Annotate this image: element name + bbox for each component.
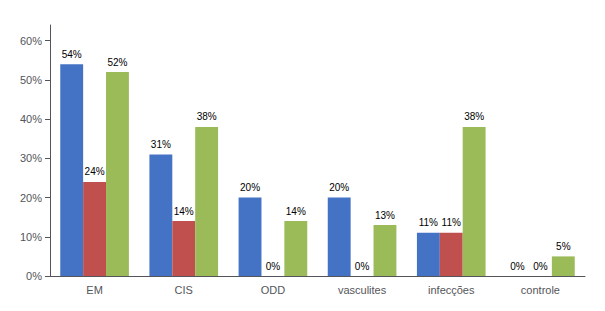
svg-text:0%: 0% xyxy=(355,261,370,272)
svg-text:controle: controle xyxy=(521,284,560,296)
svg-text:EM: EM xyxy=(86,284,103,296)
svg-text:13%: 13% xyxy=(375,210,395,221)
svg-text:38%: 38% xyxy=(464,111,484,122)
svg-text:vasculites: vasculites xyxy=(338,284,387,296)
svg-text:14%: 14% xyxy=(174,206,194,217)
svg-text:CIS: CIS xyxy=(175,284,193,296)
svg-text:14%: 14% xyxy=(286,206,306,217)
svg-text:20%: 20% xyxy=(240,182,260,193)
svg-text:38%: 38% xyxy=(197,111,217,122)
svg-text:24%: 24% xyxy=(85,166,105,177)
svg-text:20%: 20% xyxy=(20,192,42,204)
svg-text:infecções: infecções xyxy=(428,284,475,296)
svg-text:54%: 54% xyxy=(62,49,82,60)
svg-text:60%: 60% xyxy=(20,35,42,47)
svg-text:31%: 31% xyxy=(151,139,171,150)
svg-text:52%: 52% xyxy=(107,57,127,68)
svg-text:0%: 0% xyxy=(510,261,525,272)
svg-text:40%: 40% xyxy=(20,113,42,125)
svg-text:5%: 5% xyxy=(556,241,571,252)
svg-text:10%: 10% xyxy=(20,231,42,243)
svg-text:0%: 0% xyxy=(26,270,42,282)
svg-text:50%: 50% xyxy=(20,74,42,86)
svg-text:20%: 20% xyxy=(329,182,349,193)
svg-text:11%: 11% xyxy=(419,217,438,228)
svg-text:ODD: ODD xyxy=(261,284,286,296)
svg-text:30%: 30% xyxy=(20,152,42,164)
svg-text:11%: 11% xyxy=(442,217,461,228)
svg-text:0%: 0% xyxy=(533,261,548,272)
svg-text:0%: 0% xyxy=(266,261,281,272)
